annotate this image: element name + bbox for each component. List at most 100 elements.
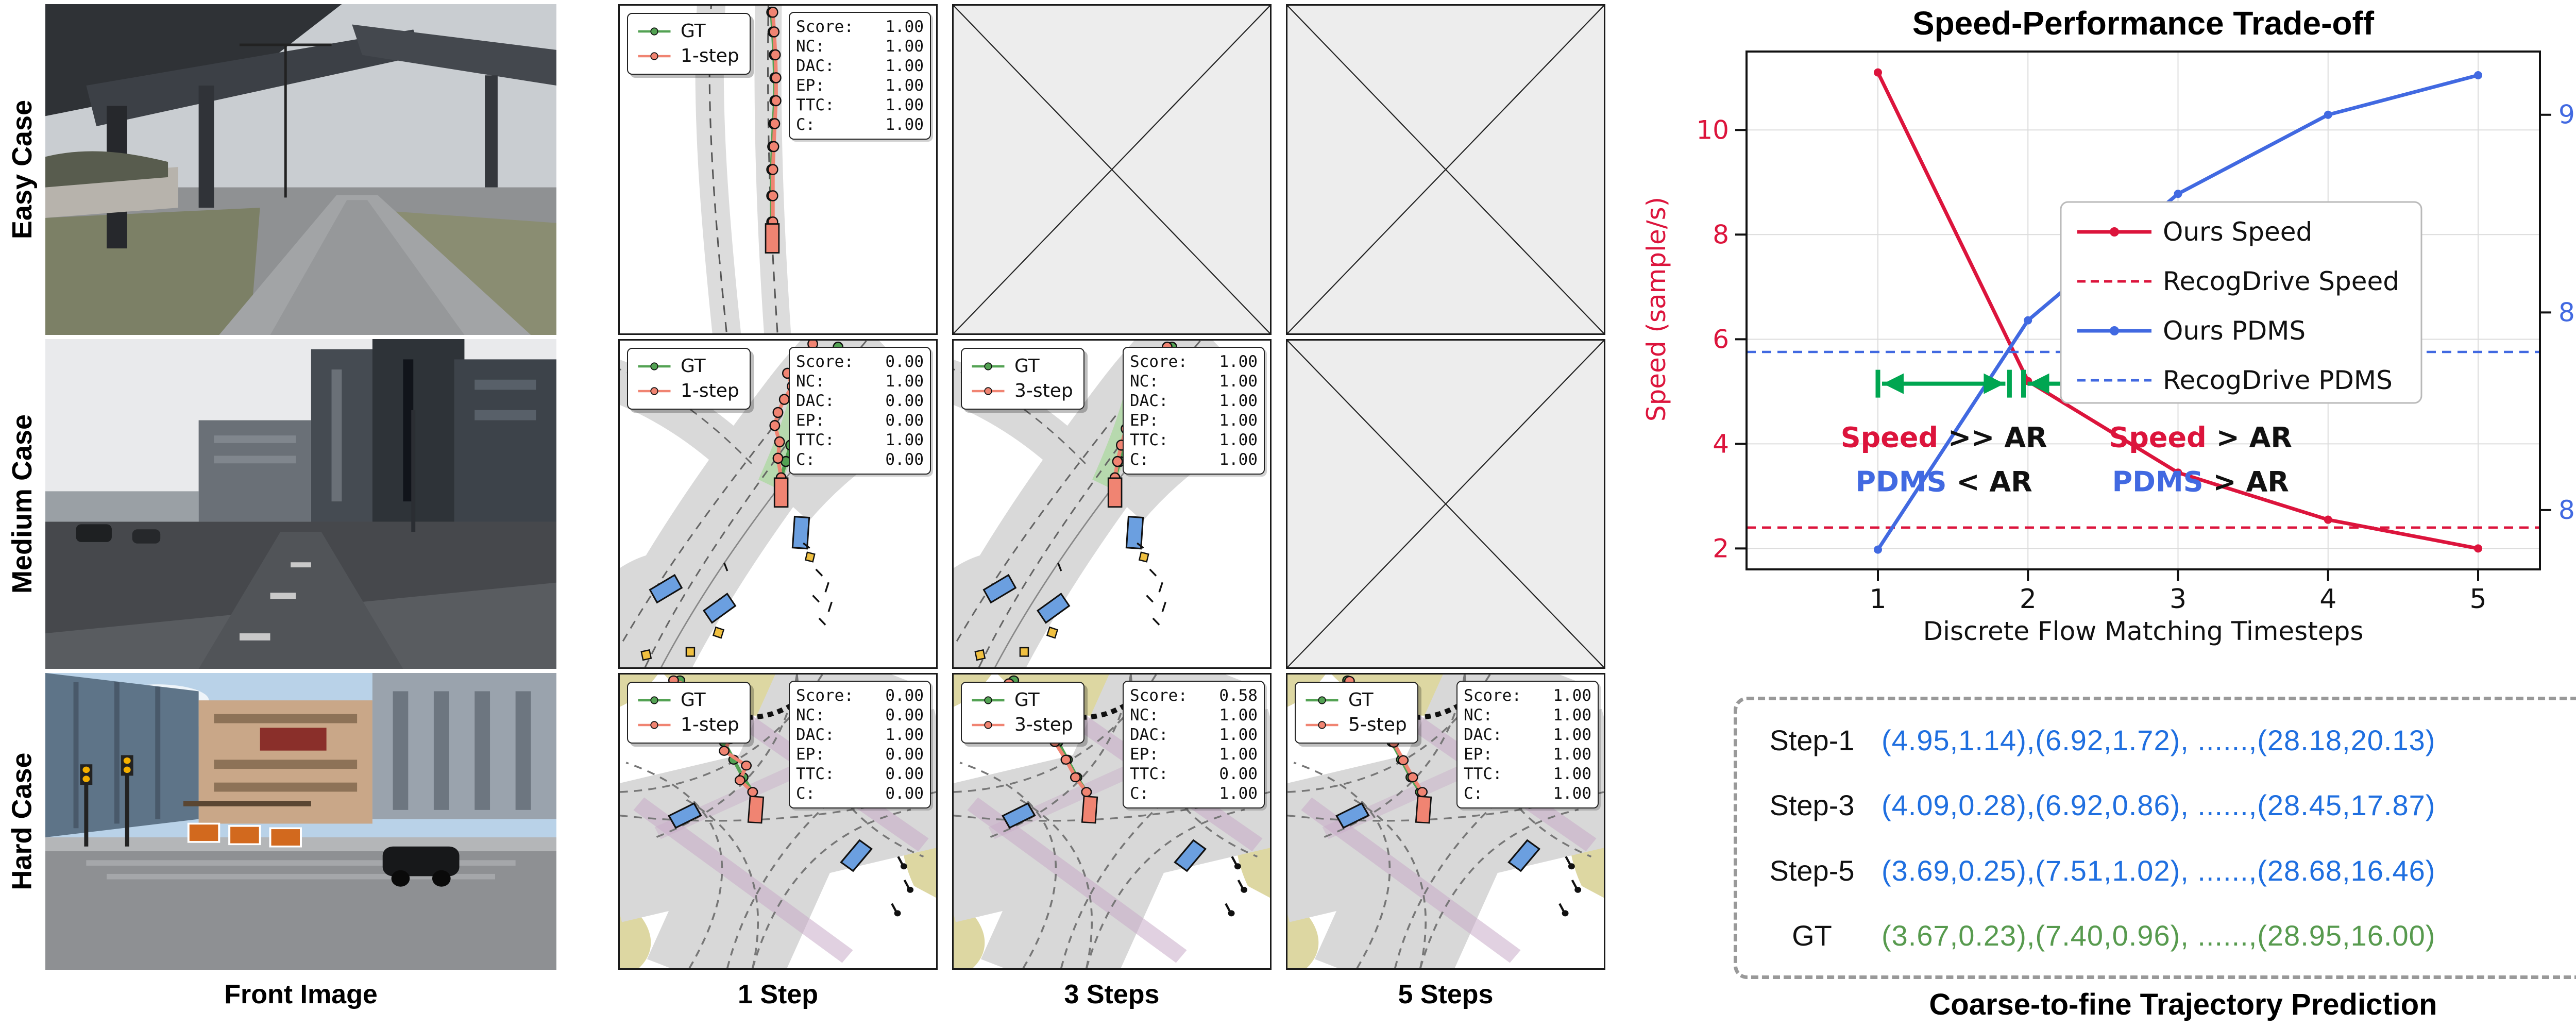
score-row: NC: 1.00 xyxy=(1464,706,1591,724)
svg-text:Ours PDMS: Ours PDMS xyxy=(2163,316,2306,346)
bev-legend: GT 1-step xyxy=(627,682,751,744)
bev-empty-easy-3step xyxy=(952,4,1272,335)
bev-legend-entry: GT xyxy=(634,19,739,44)
traj-row-coords: (4.95,1.14),(6.92,1.72), ......,(28.18,2… xyxy=(1882,723,2436,756)
traj-row-0: Step-1 (4.95,1.14),(6.92,1.72), ......,(… xyxy=(1742,723,2576,757)
bev-legend-label: 5-step xyxy=(1348,714,1407,735)
legend-line-icon xyxy=(638,27,671,36)
bev-legend-label: 1-step xyxy=(681,380,739,401)
trajectory-panel: Step-1 (4.95,1.14),(6.92,1.72), ......,(… xyxy=(1734,697,2576,979)
bev-legend-entry: GT xyxy=(968,354,1073,379)
traj-row-label: Step-3 xyxy=(1769,789,1855,822)
svg-text:PDMS < AR: PDMS < AR xyxy=(1856,466,2032,498)
score-row: EP: 1.00 xyxy=(1464,745,1591,764)
score-row: TTC: 1.00 xyxy=(796,96,924,114)
score-row: DAC: 1.00 xyxy=(1130,392,1258,410)
front-image-easy xyxy=(45,4,556,335)
score-row: C: 0.00 xyxy=(796,450,924,469)
bev-legend: GT 1-step xyxy=(627,13,751,75)
front-image-hard xyxy=(45,673,556,970)
score-row: Score: 0.58 xyxy=(1130,686,1258,705)
traj-row-label: GT xyxy=(1792,919,1832,952)
score-row: DAC: 1.00 xyxy=(1130,726,1258,744)
bev-empty-medium-5step xyxy=(1286,339,1605,669)
bev-legend-label: GT xyxy=(681,356,706,377)
legend-line-icon xyxy=(638,696,671,704)
bev-legend-entry: 3-step xyxy=(968,379,1073,403)
svg-text:6: 6 xyxy=(1713,324,1729,354)
legend-line-icon xyxy=(972,387,1005,395)
column-label-1step: 1 Step xyxy=(737,980,819,1009)
legend-line-icon xyxy=(638,362,671,370)
score-row: EP: 1.00 xyxy=(796,76,924,95)
legend-line-icon xyxy=(972,696,1005,704)
score-row: EP: 1.00 xyxy=(1130,411,1258,430)
chart-title: Speed-Performance Trade-off xyxy=(1912,5,2375,42)
legend-line-icon xyxy=(972,362,1005,370)
bev-legend-label: GT xyxy=(1348,689,1374,711)
svg-text:2: 2 xyxy=(1713,533,1729,563)
bev-plot-hard-5step: GT 5-step Score: 1.00 NC: 1.00 DAC: 1.00 EP: 1.00… xyxy=(1286,673,1605,970)
traj-row-coords: (4.09,0.28),(6.92,0.86), ......,(28.45,1… xyxy=(1882,789,2436,822)
score-box: Score: 0.00 NC: 1.00 DAC: 0.00 EP: 0.00 TTC: 1.00… xyxy=(789,347,931,475)
bev-plot-medium-1step: GT 1-step Score: 0.00 NC: 1.00 DAC: 0.00 EP: 0.00… xyxy=(618,339,938,669)
svg-text:89.7: 89.7 xyxy=(2558,297,2576,327)
bev-legend-label: GT xyxy=(1014,356,1040,377)
svg-text:3: 3 xyxy=(2170,584,2187,615)
column-label-front: Front Image xyxy=(224,980,378,1009)
bev-legend-entry: 1-step xyxy=(634,713,739,737)
score-row: Score: 1.00 xyxy=(1464,686,1591,705)
score-row: TTC: 1.00 xyxy=(1464,765,1591,783)
svg-text:Speed > AR: Speed > AR xyxy=(2109,421,2292,453)
score-row: TTC: 0.00 xyxy=(796,765,924,783)
legend-line-icon xyxy=(638,52,671,60)
score-row: C: 1.00 xyxy=(1464,784,1591,803)
svg-text:PDMS > AR: PDMS > AR xyxy=(2112,466,2289,498)
bev-legend-entry: 1-step xyxy=(634,44,739,69)
svg-text:5: 5 xyxy=(2469,584,2486,615)
bev-plot-medium-3step: GT 3-step Score: 1.00 NC: 1.00 DAC: 1.00 EP: 1.00… xyxy=(952,339,1272,669)
svg-text:8: 8 xyxy=(1713,220,1729,249)
legend-line-icon xyxy=(972,721,1005,729)
score-row: TTC: 0.00 xyxy=(1130,765,1258,783)
bev-legend-label: GT xyxy=(681,21,706,42)
tradeoff-chart: Speed >> AR PDMS < AR Speed > AR PDMS > AR O… xyxy=(1633,0,2576,670)
bev-plot-hard-3step: GT 3-step Score: 0.58 NC: 1.00 DAC: 1.00 EP: 1.00… xyxy=(952,673,1272,970)
front-image-medium xyxy=(45,339,556,669)
score-row: NC: 1.00 xyxy=(796,372,924,391)
score-row: C: 1.00 xyxy=(1130,450,1258,469)
svg-text:RecogDrive PDMS: RecogDrive PDMS xyxy=(2163,365,2393,395)
bev-legend-label: GT xyxy=(681,689,706,711)
score-row: TTC: 1.00 xyxy=(1130,431,1258,449)
bev-legend-label: 1-step xyxy=(681,714,739,735)
traj-row-2: Step-5 (3.69,0.25),(7.51,1.02), ......,(… xyxy=(1742,854,2576,887)
score-row: Score: 1.00 xyxy=(1130,352,1258,371)
case-label-easy: Easy Case xyxy=(7,99,38,240)
score-row: DAC: 1.00 xyxy=(796,57,924,75)
bev-legend-label: 3-step xyxy=(1014,380,1073,401)
bev-legend-label: 3-step xyxy=(1014,714,1073,735)
bev-empty-easy-5step xyxy=(1286,4,1605,335)
traj-row-coords: (3.69,0.25),(7.51,1.02), ......,(28.68,1… xyxy=(1882,854,2436,887)
score-box: Score: 0.58 NC: 1.00 DAC: 1.00 EP: 1.00 TTC: 0.00… xyxy=(1123,681,1265,808)
traj-row-coords: (3.67,0.23),(7.40,0.96), ......,(28.95,1… xyxy=(1882,919,2436,952)
score-row: Score: 1.00 xyxy=(796,18,924,36)
column-label-3steps: 3 Steps xyxy=(1064,980,1160,1009)
score-box: Score: 1.00 NC: 1.00 DAC: 1.00 EP: 1.00 TTC: 1.00… xyxy=(789,12,931,140)
legend-line-icon xyxy=(1306,696,1338,704)
score-row: Score: 0.00 xyxy=(796,352,924,371)
svg-text:4: 4 xyxy=(2319,584,2336,615)
traj-row-label: Step-5 xyxy=(1769,854,1855,887)
bev-legend: GT 1-step xyxy=(627,348,751,410)
score-box: Score: 1.00 NC: 1.00 DAC: 1.00 EP: 1.00 TTC: 1.00… xyxy=(1123,347,1265,475)
score-row: C: 1.00 xyxy=(796,115,924,134)
bev-legend-entry: GT xyxy=(634,688,739,713)
score-row: NC: 1.00 xyxy=(796,37,924,56)
case-label-medium: Medium Case xyxy=(7,414,38,594)
bev-legend: GT 3-step xyxy=(961,348,1084,410)
score-row: DAC: 1.00 xyxy=(1464,726,1591,744)
chart-ylabel-speed: Speed (sample/s) xyxy=(1641,196,1671,422)
score-box: Score: 1.00 NC: 1.00 DAC: 1.00 EP: 1.00 TTC: 1.00… xyxy=(1456,681,1599,808)
bev-legend-entry: GT xyxy=(1302,688,1407,713)
